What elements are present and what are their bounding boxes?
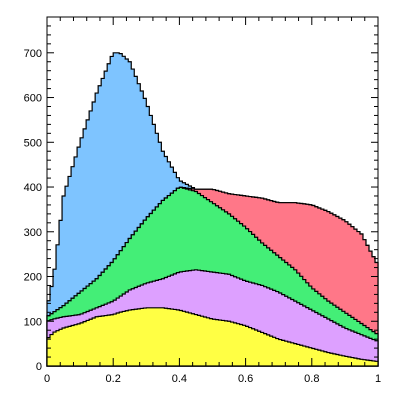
- y-tick-label: 200: [24, 272, 42, 284]
- plot-frame: [46, 16, 379, 367]
- axis-layer: 0 100 200 300 400 500 600 700 0 0.2 0.4 0.6 0.8 1: [24, 16, 381, 385]
- y-tick-label: 600: [24, 93, 42, 105]
- y-tick-label: 300: [24, 227, 42, 239]
- series-area-0: [46, 307, 379, 367]
- y-tick-label: 500: [24, 137, 42, 149]
- y-tick-label: 700: [24, 48, 42, 60]
- x-tick-label: 0: [44, 373, 50, 385]
- x-tick-label: 0.8: [304, 373, 319, 385]
- y-tick-label: 100: [24, 316, 42, 328]
- y-tick-label: 0: [36, 361, 42, 373]
- x-tick-label: 0.2: [106, 373, 121, 385]
- x-tick-label: 0.6: [238, 373, 253, 385]
- x-tick-label: 0.4: [172, 373, 187, 385]
- y-tick-label: 400: [24, 182, 42, 194]
- x-tick-label: 1: [375, 373, 381, 385]
- series-layer: [46, 52, 379, 367]
